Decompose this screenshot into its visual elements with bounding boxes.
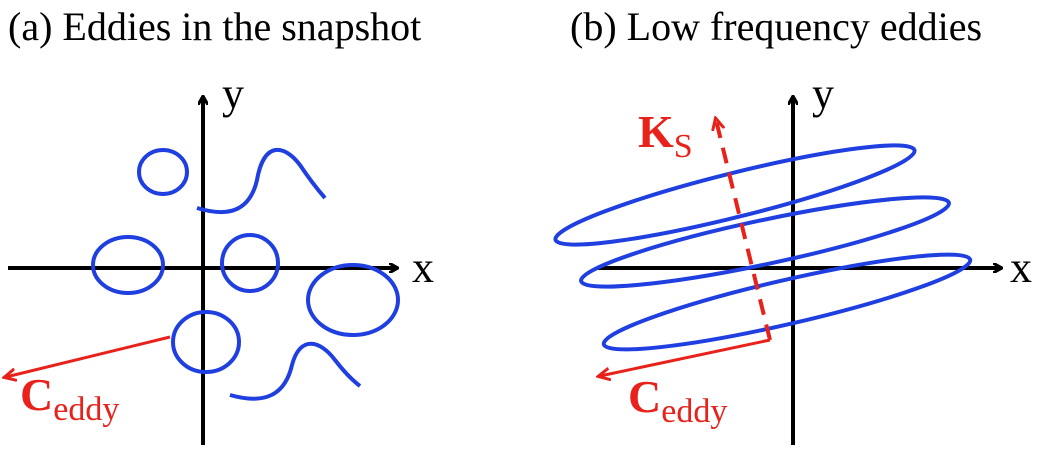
vector-label: Ceddy <box>628 371 727 430</box>
panel-title: (b) Low frequency eddies <box>570 4 982 49</box>
eddies <box>91 148 400 401</box>
vector-subscript: S <box>674 128 693 165</box>
x-axis-label: x <box>412 243 434 292</box>
vector-label: KS <box>638 106 693 165</box>
vector-arrow <box>600 338 771 376</box>
vector-subscript: eddy <box>661 393 727 430</box>
vector-symbol: C <box>628 371 661 422</box>
eddies <box>553 143 973 352</box>
vector-arrow <box>6 335 171 377</box>
vector-subscript: eddy <box>53 391 119 428</box>
wave-vector-arrow <box>716 120 772 341</box>
y-axis-label: y <box>812 69 834 118</box>
x-axis-label: x <box>1010 243 1032 292</box>
vector-symbol: K <box>638 106 674 157</box>
y-axis-label: y <box>222 69 244 118</box>
vector-label: Ceddy <box>20 369 119 428</box>
panel-title: (a) Eddies in the snapshot <box>8 4 421 49</box>
vector-symbol: C <box>20 369 53 420</box>
